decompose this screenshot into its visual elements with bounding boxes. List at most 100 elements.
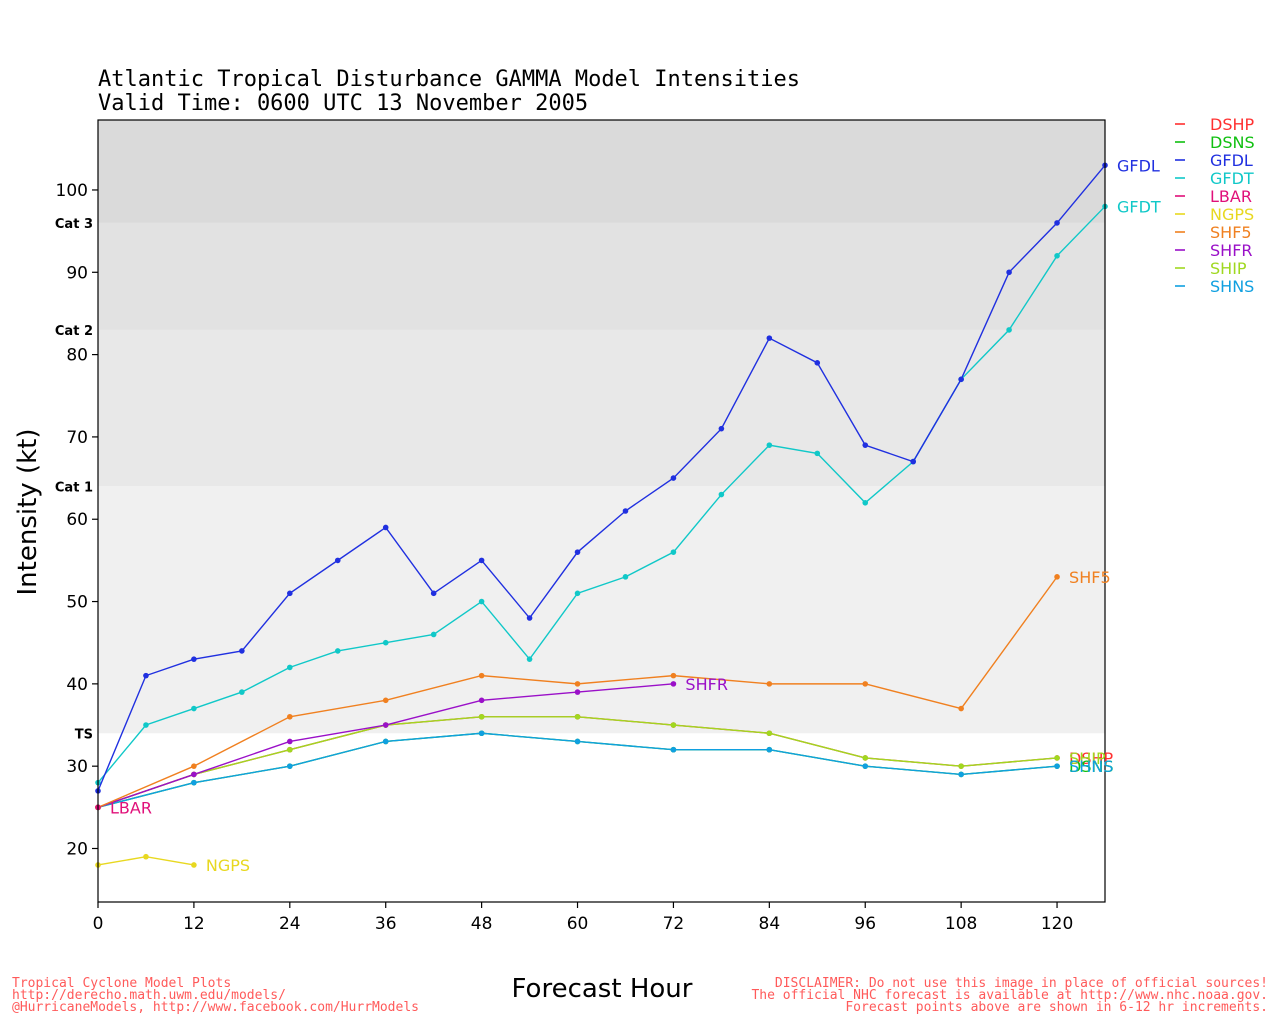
category-label-cat-2: Cat 2: [55, 324, 93, 339]
x-tick-label: 120: [1041, 914, 1073, 934]
y-tick-label: 20: [66, 839, 88, 859]
chart-subtitle: Valid Time: 0600 UTC 13 November 2005: [98, 91, 588, 116]
band-0: [98, 733, 1105, 902]
footer-left-line: Tropical Cyclone Model Plots: [12, 976, 231, 991]
point-gfdt: [239, 689, 245, 695]
point-shf5: [287, 713, 293, 720]
y-tick-label: 80: [66, 346, 88, 366]
end-label-dshp: DSHP: [1069, 749, 1114, 768]
point-shns: [670, 746, 677, 753]
legend-label-dshp: DSHP: [1210, 115, 1255, 134]
point-gfdt: [1054, 253, 1060, 259]
point-shns: [287, 763, 293, 769]
x-axis-label: Forecast Hour: [512, 974, 693, 1004]
point-shfr: [478, 697, 485, 704]
point-gfdl: [574, 549, 581, 555]
point-shf5: [670, 672, 677, 679]
x-tick-label: 48: [471, 914, 493, 934]
legend-label-lbar: LBAR: [1210, 187, 1252, 206]
end-label-lbar: LBAR: [110, 798, 152, 817]
point-ngps: [143, 853, 149, 860]
point-shf5: [574, 681, 581, 687]
legend-label-gfdt: GFDT: [1210, 169, 1254, 188]
band-1: [98, 486, 1105, 734]
point-ship: [670, 722, 677, 728]
x-tick-label: 0: [93, 914, 104, 934]
point-shfr: [574, 689, 581, 695]
point-shns: [766, 746, 773, 753]
point-gfdl: [814, 360, 821, 366]
point-gfdl: [862, 442, 869, 448]
y-axis: 20 30 40 50 60 70 80 90 100: [56, 181, 98, 859]
intensity-bands: [98, 120, 1105, 902]
point-ship: [862, 755, 869, 761]
y-axis-label: Intensity (kt): [13, 429, 43, 596]
point-gfdt: [814, 450, 821, 457]
point-gfdt: [143, 722, 149, 728]
point-shns: [958, 771, 964, 778]
point-shf5: [478, 672, 485, 679]
point-gfdt: [478, 598, 485, 605]
point-gfdt: [862, 499, 869, 506]
x-axis: 0 12 24 36 48 60 72 84 96 108 120: [93, 902, 1073, 934]
point-shfr: [287, 738, 293, 745]
footer-left-line: @HurricaneModels, http://www.facebook.co…: [12, 1000, 419, 1015]
point-gfdl: [622, 508, 629, 514]
point-gfdt: [382, 639, 389, 646]
point-gfdl: [478, 557, 485, 564]
point-gfdl: [334, 557, 341, 564]
legend-label-shf5: SHF5: [1210, 223, 1252, 242]
x-tick-label: 72: [663, 914, 685, 934]
x-tick-label: 96: [854, 914, 876, 934]
x-tick-label: 84: [759, 914, 781, 934]
point-gfdl: [526, 615, 533, 621]
point-ship: [574, 713, 581, 720]
point-shns: [382, 738, 389, 745]
end-label-gfdl: GFDL: [1117, 156, 1160, 175]
end-label-shf5: SHF5: [1069, 568, 1111, 587]
point-shf5: [862, 681, 869, 687]
band-2: [98, 329, 1105, 487]
legend-label-gfdl: GFDL: [1210, 151, 1253, 170]
y-tick-label: 60: [66, 510, 88, 530]
point-gfdt: [718, 491, 725, 498]
point-gfdl: [958, 376, 964, 383]
y-tick-label: 30: [66, 757, 88, 777]
point-gfdl: [287, 590, 293, 597]
point-gfdl: [910, 458, 916, 465]
point-ship: [478, 713, 485, 720]
band-3: [98, 222, 1105, 330]
end-label-ngps: NGPS: [206, 856, 250, 875]
point-gfdt: [766, 442, 773, 448]
point-ship: [958, 763, 964, 769]
point-gfdt: [1006, 327, 1012, 333]
point-shns: [862, 763, 869, 769]
point-gfdl: [1006, 269, 1012, 276]
point-gfdl: [143, 672, 149, 679]
legend-label-ship: SHIP: [1210, 259, 1247, 278]
end-label-shns: SHNS: [1069, 757, 1113, 776]
point-gfdt: [191, 705, 197, 712]
point-gfdt: [334, 648, 341, 654]
y-tick-label: 100: [56, 181, 88, 201]
end-label-ship: SHIP: [1069, 749, 1106, 768]
y-tick-label: 70: [66, 428, 88, 448]
category-label-cat-1: Cat 1: [55, 480, 93, 495]
point-shf5: [191, 763, 197, 769]
point-shns: [574, 738, 581, 745]
category-label-cat-3: Cat 3: [55, 217, 93, 232]
point-ship: [287, 746, 293, 753]
x-tick-label: 108: [945, 914, 977, 934]
point-shns: [191, 779, 197, 786]
point-gfdl: [718, 425, 725, 432]
point-gfdl: [239, 648, 245, 654]
series-group: [95, 162, 1108, 868]
point-gfdt: [430, 631, 437, 638]
point-gfdt: [574, 590, 581, 597]
footer-left: Tropical Cyclone Model Plotshttp://derec…: [12, 976, 419, 1015]
chart-title: Atlantic Tropical Disturbance GAMMA Mode…: [98, 67, 800, 92]
point-shfr: [670, 681, 677, 687]
category-label-ts: TS: [75, 727, 93, 742]
